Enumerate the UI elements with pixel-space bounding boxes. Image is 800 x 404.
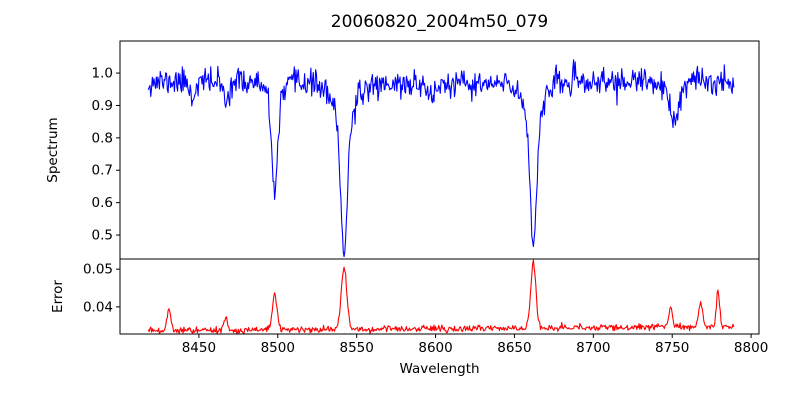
tick-label: 0.05 (83, 262, 113, 278)
spectrum-panel-frame (119, 40, 760, 260)
tick-label: 0.9 (92, 98, 113, 114)
chart-title: 20060820_2004m50_079 (331, 12, 548, 32)
spectrum-y-axis-label: Spectrum (45, 117, 61, 182)
tick-label: 8800 (734, 340, 768, 356)
axis-ticks: 0.5 0.6 0.7 0.8 0.9 1.0 0.04 0.05 8450 8500 8550 86… (83, 66, 768, 356)
tick-label: 0.7 (92, 163, 113, 179)
tick-label: 8650 (497, 340, 531, 356)
error-line (147, 259, 735, 334)
tick-label: 0.04 (83, 299, 113, 315)
tick-label: 8600 (418, 340, 452, 356)
tick-label: 0.5 (92, 228, 113, 244)
tick-label: 8450 (182, 340, 216, 356)
tick-label: 8750 (655, 340, 689, 356)
spectrum-line (147, 59, 735, 258)
tick-label: 8550 (339, 340, 373, 356)
x-axis-label: Wavelength (399, 361, 479, 377)
tick-label: 8700 (576, 340, 610, 356)
tick-label: 0.6 (92, 195, 113, 211)
tick-label: 0.8 (92, 130, 113, 146)
error-panel-frame (119, 258, 760, 335)
error-y-axis-label: Error (50, 280, 66, 313)
tick-label: 1.0 (92, 66, 113, 82)
tick-label: 8500 (261, 340, 295, 356)
